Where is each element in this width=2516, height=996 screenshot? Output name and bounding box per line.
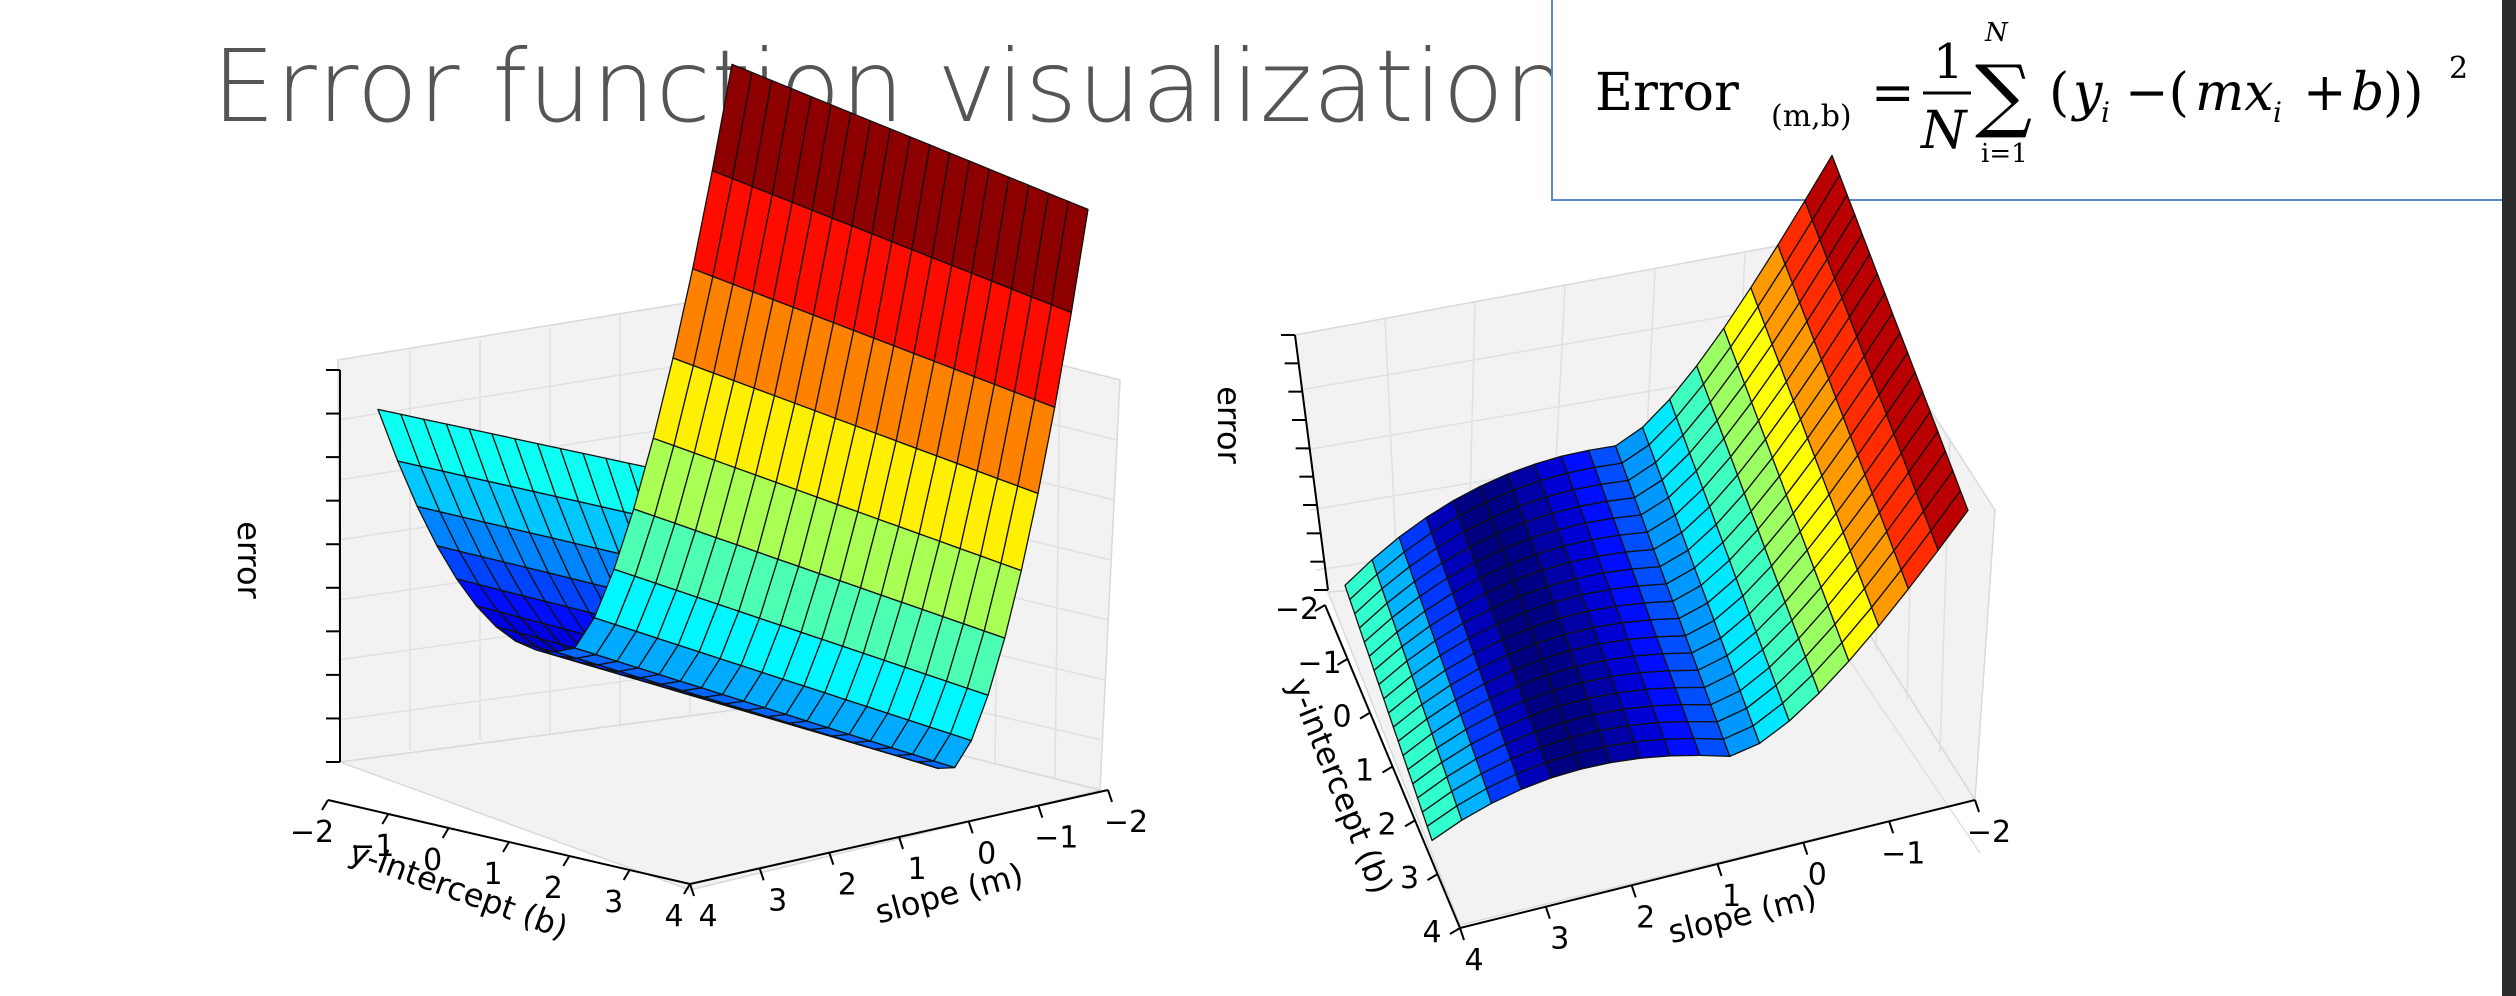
right-x-axis-tick — [1888, 821, 1895, 834]
formula-equals: = — [1871, 63, 1915, 123]
window-edge — [2502, 0, 2516, 996]
left-x-axis-tick — [1107, 789, 1113, 803]
left-x-axis-tick — [758, 868, 765, 881]
right-y-axis-tick — [1404, 819, 1416, 828]
formula-plus: + — [2303, 63, 2347, 123]
formula-sum-symbol: ∑ — [1975, 48, 2032, 141]
left-x-axis-tick-label: 1 — [907, 852, 926, 887]
formula-frac-denominator: N — [1919, 101, 1968, 161]
formula-box: Error (m,b) = 1 N N ∑ i=1 ( y i −( mx i … — [1551, 0, 2516, 201]
right-x-axis-tick — [1630, 885, 1637, 898]
right-y-axis-tick-label: 1 — [1355, 754, 1374, 789]
right-x-axis-tick — [1802, 842, 1809, 855]
right-y-axis-tick — [1449, 927, 1461, 935]
right-x-axis-tick-label: 0 — [1808, 858, 1827, 893]
right-y-axis-tick-label: 0 — [1332, 700, 1351, 735]
formula-y: y — [2071, 63, 2103, 123]
gridline-15 — [1054, 365, 1061, 779]
left-y-axis-tick-label: 2 — [544, 871, 563, 906]
left-y-axis-tick — [622, 869, 631, 881]
right-y-axis-tick-label: 2 — [1377, 807, 1396, 842]
right-y-axis-tick-label: −1 — [1297, 646, 1341, 681]
formula-b: b — [2351, 63, 2384, 123]
left-y-axis-tick — [683, 883, 691, 895]
right-y-axis-tick-label: −2 — [1275, 592, 1319, 627]
left-x-axis-tick — [828, 852, 835, 865]
right-y-axis-tick-label: 3 — [1400, 861, 1419, 896]
right-x-axis-tick-label: 1 — [1722, 879, 1741, 914]
left-y-axis-tick — [562, 855, 571, 867]
left-x-axis-tick-label: 4 — [698, 899, 717, 934]
left-y-axis-tick-label: −2 — [290, 815, 334, 850]
right-z-label: error — [1210, 386, 1248, 464]
right-x-axis-tick-label: 4 — [1464, 943, 1483, 978]
right-x-axis-tick — [1716, 863, 1723, 877]
left-y-axis-tick — [381, 813, 390, 825]
right-y-axis-tick — [1359, 711, 1371, 720]
formula-minus: −( — [2125, 63, 2189, 123]
right-x-label: slope (m) — [1664, 878, 1820, 952]
left-x-axis-tick-label: 0 — [977, 836, 996, 871]
left-x-axis-tick-label: 3 — [768, 883, 787, 918]
formula-mx: mx — [2195, 63, 2274, 123]
left-y-axis-tick — [441, 827, 450, 839]
formula-lhs-name: Error — [1595, 63, 1739, 123]
surface-patch — [377, 408, 421, 467]
error-formula: Error (m,b) = 1 N N ∑ i=1 ( y i −( mx i … — [1595, 18, 2468, 169]
formula-x-index: i — [2273, 96, 2282, 129]
left-x-axis-tick — [898, 836, 904, 850]
right-z-axis — [1294, 334, 1329, 591]
right-x-axis-tick — [1544, 906, 1551, 919]
right-x-axis-tick-label: 3 — [1550, 922, 1569, 957]
left-y-axis-tick-label: 3 — [604, 885, 623, 920]
right-x-axis-tick-label: 2 — [1636, 900, 1655, 935]
formula-frac-numerator: 1 — [1933, 34, 1964, 90]
left-y-axis-tick-label: −1 — [350, 829, 394, 864]
left-y-axis-tick-label: 4 — [664, 899, 683, 934]
left-x-axis-tick-label: 2 — [838, 868, 857, 903]
left-x-axis-tick-label: −2 — [1104, 805, 1148, 840]
right-x-axis-tick — [1459, 927, 1465, 941]
right-y-axis-tick — [1381, 765, 1394, 774]
left-y-axis-tick — [321, 799, 329, 811]
left-x-axis-tick-label: −1 — [1034, 821, 1078, 856]
left-x-axis-tick — [1037, 805, 1044, 818]
left-y-axis-tick-label: 1 — [483, 857, 502, 892]
left-x-axis-tick — [689, 883, 695, 897]
left-x-axis-tick — [967, 821, 974, 834]
right-x-axis-tick-label: −1 — [1881, 836, 1925, 871]
formula-sum-upper: N — [1984, 18, 2009, 48]
page-title: Error function visualization — [212, 28, 1569, 145]
formula-y-index: i — [2101, 96, 2110, 129]
formula-close-paren: )) — [2383, 63, 2424, 123]
left-y-axis-tick — [502, 841, 510, 853]
formula-lhs-subscript: (m,b) — [1771, 99, 1852, 134]
right-y-axis-tick-label: 4 — [1422, 915, 1441, 950]
left-z-label: error — [230, 521, 268, 599]
formula-sum-lower: i=1 — [1981, 139, 2028, 169]
formula-power: 2 — [2449, 51, 2468, 86]
formula-open-paren: ( — [2049, 63, 2069, 123]
surface-patch — [1804, 154, 1841, 221]
left-y-axis-tick-label: 0 — [423, 843, 442, 878]
right-y-axis-tick — [1314, 604, 1326, 612]
right-y-axis-tick — [1426, 873, 1439, 882]
right-x-axis-tick — [1974, 799, 1980, 813]
right-x-axis-tick-label: −2 — [1967, 815, 2011, 850]
right-y-axis-tick — [1336, 657, 1349, 666]
